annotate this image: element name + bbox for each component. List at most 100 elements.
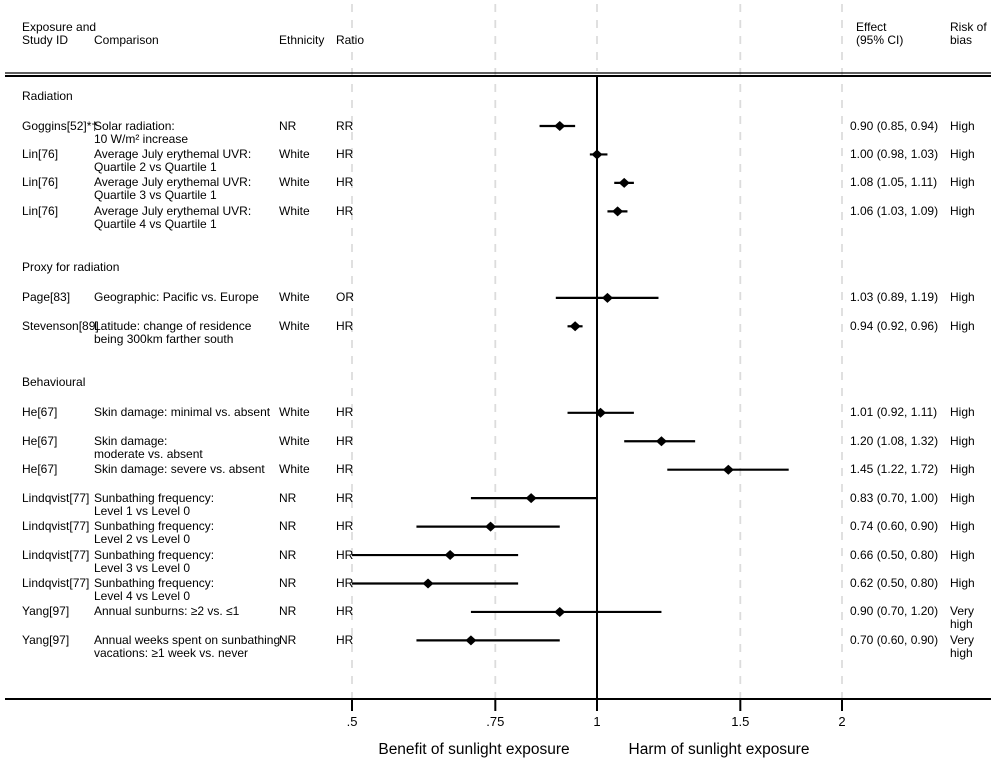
column-header-risk-line2: bias xyxy=(950,32,973,47)
axis-tick-label: .75 xyxy=(486,714,505,729)
row-ratio-type: HR xyxy=(336,203,354,218)
row-comparison: Quartile 3 vs Quartile 1 xyxy=(94,188,217,203)
row-effect-ci: 0.94 (0.92, 0.96) xyxy=(850,318,939,333)
column-header-effect: Effect (95% CI) xyxy=(856,19,904,47)
column-header-risk-line1: Risk of xyxy=(950,19,987,34)
column-header-effect-line1: Effect xyxy=(856,19,887,34)
section-title: Proxy for radiation xyxy=(22,260,120,275)
effect-diamond xyxy=(485,521,497,532)
row-comparison: Quartile 2 vs Quartile 1 xyxy=(94,159,217,174)
column-header-ratio: Ratio xyxy=(336,32,365,47)
row-study-id: Stevenson[89] xyxy=(22,318,99,333)
row-ratio-type: HR xyxy=(336,604,354,619)
row-effect-ci: 1.20 (1.08, 1.32) xyxy=(850,433,939,448)
row-risk-of-bias: High xyxy=(950,519,975,534)
row-study-id: Goggins[52]*† xyxy=(22,118,99,133)
effect-diamond xyxy=(612,206,624,217)
row-comparison: Annual sunburns: ≥2 vs. ≤1 xyxy=(94,604,240,619)
row-comparison: Quartile 4 vs Quartile 1 xyxy=(94,216,217,231)
effect-diamond xyxy=(655,436,667,447)
row-ethnicity: White xyxy=(279,175,310,190)
column-header-study: Exposure and Study ID xyxy=(22,19,97,47)
row-ethnicity: White xyxy=(279,203,310,218)
row-comparison: Level 2 vs Level 0 xyxy=(94,532,191,547)
row-risk-of-bias: high xyxy=(950,617,973,632)
row-ratio-type: HR xyxy=(336,433,354,448)
row-ratio-type: RR xyxy=(336,118,354,133)
row-study-id: He[67] xyxy=(22,405,58,420)
row-risk-of-bias: High xyxy=(950,146,975,161)
row-effect-ci: 0.62 (0.50, 0.80) xyxy=(850,576,939,590)
axis-tick-label: 1 xyxy=(593,714,601,729)
row-comparison: moderate vs. absent xyxy=(94,446,203,461)
row-study-id: Lin[76] xyxy=(22,203,59,218)
row-effect-ci: 0.66 (0.50, 0.80) xyxy=(850,547,939,562)
column-header-effect-line2: (95% CI) xyxy=(856,32,904,47)
row-study-id: Lindqvist[77] xyxy=(22,519,90,534)
row-ratio-type: HR xyxy=(336,576,354,590)
column-header-study-line1: Exposure and xyxy=(22,19,97,34)
row-comparison: Sunbathing frequency: xyxy=(94,519,215,534)
effect-diamond xyxy=(591,149,603,160)
effect-diamond xyxy=(618,177,630,188)
effect-diamond xyxy=(554,606,566,617)
row-ethnicity: NR xyxy=(279,632,297,647)
row-comparison: Latitude: change of residence xyxy=(94,318,252,333)
row-comparison: Skin damage: minimal vs. absent xyxy=(94,405,271,420)
row-comparison: Level 4 vs Level 0 xyxy=(94,589,191,603)
row-risk-of-bias: High xyxy=(950,175,975,190)
row-ratio-type: HR xyxy=(336,146,354,161)
row-risk-of-bias: High xyxy=(950,576,975,590)
row-ethnicity: White xyxy=(279,462,310,477)
row-comparison: Average July erythemal UVR: xyxy=(94,203,252,218)
row-comparison: Average July erythemal UVR: xyxy=(94,175,252,190)
row-comparison: 10 W/m² increase xyxy=(94,131,189,146)
x-axis-label-harm: Harm of sunlight exposure xyxy=(628,741,810,758)
row-study-id: Yang[97] xyxy=(22,632,70,647)
row-study-id: Yang[97] xyxy=(22,604,70,619)
row-comparison: vacations: ≥1 week vs. never xyxy=(94,645,248,660)
row-study-id: Lindqvist[77] xyxy=(22,576,90,590)
row-ethnicity: NR xyxy=(279,118,297,133)
row-risk-of-bias: High xyxy=(950,547,975,562)
row-comparison: Skin damage: severe vs. absent xyxy=(94,462,265,477)
row-ethnicity: White xyxy=(279,290,310,305)
effect-diamond xyxy=(601,292,613,303)
row-risk-of-bias: High xyxy=(950,318,975,333)
row-effect-ci: 0.90 (0.85, 0.94) xyxy=(850,118,939,133)
row-risk-of-bias: Very xyxy=(950,632,975,647)
row-effect-ci: 1.01 (0.92, 1.11) xyxy=(850,405,938,420)
row-effect-ci: 0.83 (0.70, 1.00) xyxy=(850,490,939,505)
row-comparison: Level 1 vs Level 0 xyxy=(94,503,191,518)
row-effect-ci: 0.90 (0.70, 1.20) xyxy=(850,604,939,619)
row-ratio-type: HR xyxy=(336,490,354,505)
effect-diamond xyxy=(422,578,434,589)
effect-diamond xyxy=(569,321,581,332)
section-title: Radiation xyxy=(22,88,73,103)
row-comparison: being 300km farther south xyxy=(94,331,234,346)
row-risk-of-bias: High xyxy=(950,290,975,305)
column-header-comparison: Comparison xyxy=(94,32,159,47)
row-study-id: He[67] xyxy=(22,462,58,477)
axis-tick-label: 1.5 xyxy=(731,714,750,729)
row-comparison: Solar radiation: xyxy=(94,118,175,133)
row-comparison: Sunbathing frequency: xyxy=(94,490,215,505)
axis-tick-label: .5 xyxy=(346,714,358,729)
row-risk-of-bias: High xyxy=(950,490,975,505)
row-study-id: Lin[76] xyxy=(22,175,59,190)
row-ethnicity: NR xyxy=(279,519,297,534)
row-risk-of-bias: high xyxy=(950,645,973,660)
axis-tick-label: 2 xyxy=(838,714,846,729)
row-risk-of-bias: Very xyxy=(950,604,975,619)
row-ethnicity: White xyxy=(279,146,310,161)
row-effect-ci: 1.00 (0.98, 1.03) xyxy=(850,146,939,161)
row-study-id: Lindqvist[77] xyxy=(22,547,90,562)
row-comparison: Annual weeks spent on sunbathing xyxy=(94,632,281,647)
x-axis-label-benefit: Benefit of sunlight exposure xyxy=(378,741,570,758)
row-risk-of-bias: High xyxy=(950,203,975,218)
row-ethnicity: NR xyxy=(279,576,297,590)
row-study-id: Lin[76] xyxy=(22,146,59,161)
row-ethnicity: White xyxy=(279,318,310,333)
row-ratio-type: HR xyxy=(336,405,354,420)
